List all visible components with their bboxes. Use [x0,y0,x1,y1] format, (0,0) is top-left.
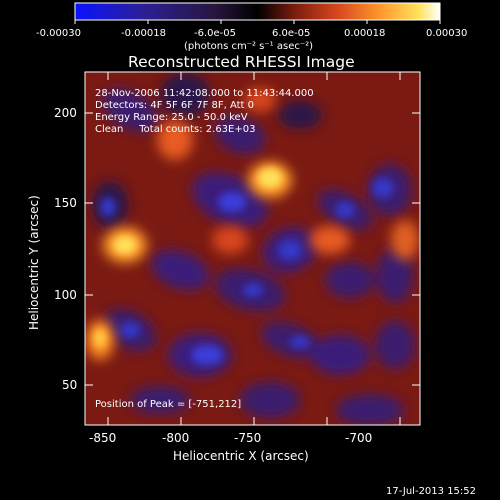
y-axis-title: Heliocentric Y (arcsec) [27,195,41,330]
y-tick-label: 100 [54,288,77,302]
x-tick-label: -750 [234,431,261,445]
image-blue-cores [100,178,394,365]
image-bright-peaks [94,168,282,347]
info-energy-range: Energy Range: 25.0 - 50.0 keV [95,112,248,123]
info-detectors: Detectors: 4F 5F 6F 7F 8F, Att 0 [95,100,254,111]
y-axis-ticks [85,112,420,386]
colorbar-unit-label: (photons cm⁻² s⁻¹ asec⁻²) [184,41,313,52]
y-tick-label: 200 [54,106,77,120]
colorbar-tick-label: 6.0e-05 [272,28,310,39]
colorbar-tick-label: -0.00030 [36,28,81,39]
image-troughs [92,73,415,425]
peak-position-label: Position of Peak = [-751,212] [95,399,241,410]
colorbar-tick-label: 0.00030 [426,28,467,39]
info-clean-counts: Clean Total counts: 2.63E+03 [95,124,255,135]
x-tick-label: -850 [89,431,116,445]
colorbar-tick-label: 0.00018 [344,28,385,39]
x-tick-label: -700 [345,431,372,445]
colorbar: -0.00030 -0.00018 -6.0e-05 6.0e-05 0.000… [36,2,467,52]
x-tick-label: -800 [162,431,189,445]
colorbar-tick-label: -6.0e-05 [194,28,236,39]
y-tick-label: 150 [54,196,77,210]
y-tick-label: 50 [62,378,77,392]
info-time-range: 28-Nov-2006 11:42:08.000 to 11:43:44.000 [95,88,314,99]
colorbar-strip [74,2,441,21]
footer-timestamp: 17-Jul-2013 15:52 [386,486,476,497]
image-frame [84,71,421,426]
x-axis-title: Heliocentric X (arcsec) [173,449,309,463]
colorbar-ticks [74,20,441,24]
plot-title: Reconstructed RHESSI Image [128,53,355,71]
reconstructed-image [85,72,420,425]
observation-info: 28-Nov-2006 11:42:08.000 to 11:43:44.000… [95,88,314,135]
colorbar-tick-label: -0.00018 [121,28,166,39]
x-axis-ticks [107,72,401,425]
